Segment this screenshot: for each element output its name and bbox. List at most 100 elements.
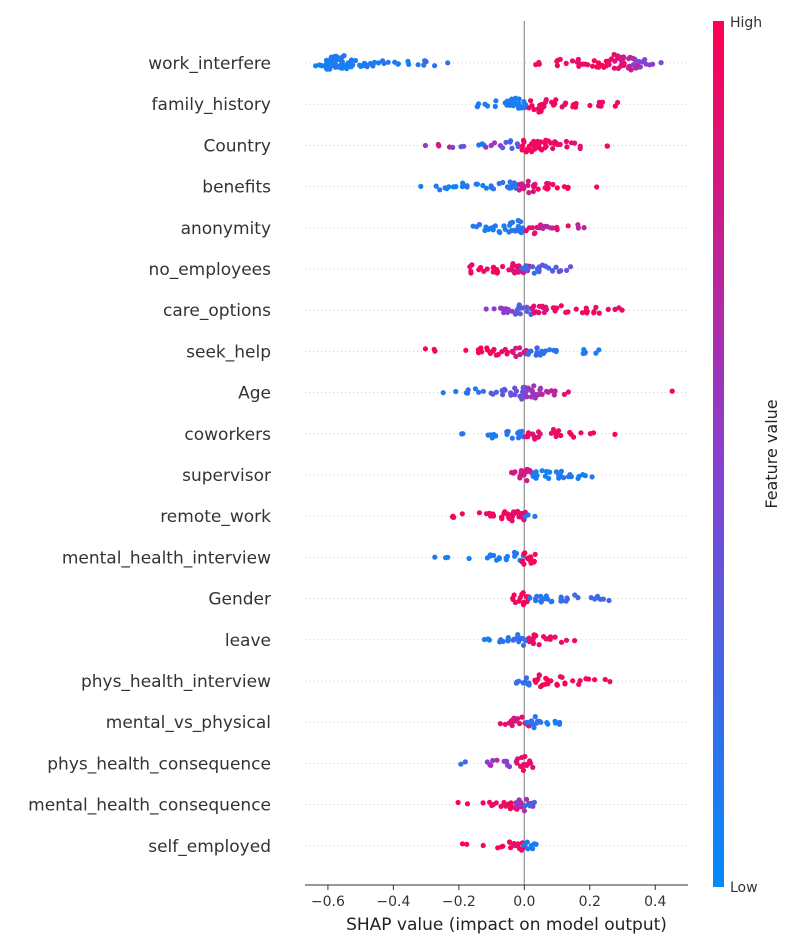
shap-point [530, 264, 536, 270]
shap-point [512, 599, 519, 606]
shap-point [533, 469, 539, 475]
shap-point [561, 184, 568, 190]
shap-point [497, 721, 503, 727]
shap-point [464, 841, 470, 847]
shap-point [542, 348, 549, 354]
shap-point [526, 635, 532, 641]
shap-point [542, 99, 549, 105]
shap-point [432, 554, 438, 560]
shap-point [520, 384, 527, 390]
shap-point [552, 720, 559, 726]
shap-point [546, 265, 552, 271]
x-ticks: −0.6 −0.4 −0.2 0.0 0.2 0.4 [311, 885, 666, 910]
shap-point [611, 65, 617, 71]
shap-point [519, 847, 525, 853]
feature-label: mental_health_consequence [28, 796, 271, 816]
shap-point [519, 559, 525, 565]
shap-point [459, 511, 465, 517]
shap-point [618, 56, 624, 62]
feature-label: coworkers [184, 425, 271, 445]
shap-point [550, 305, 556, 311]
shap-point [548, 388, 554, 394]
shap-point [464, 801, 471, 807]
shap-point [606, 597, 612, 604]
shap-point [554, 63, 561, 69]
shap-point [515, 756, 521, 762]
shap-point [558, 268, 564, 274]
shap-point [487, 553, 493, 559]
shap-point [556, 473, 562, 479]
shap-point [510, 267, 516, 274]
shap-point [572, 638, 578, 644]
shap-point [632, 57, 639, 63]
shap-point [507, 839, 513, 845]
shap-point [476, 510, 482, 516]
shap-point [464, 184, 470, 190]
shap-point [527, 719, 533, 725]
shap-point [339, 65, 345, 71]
shap-point [531, 310, 538, 316]
shap-point [509, 227, 515, 234]
shap-point [538, 108, 544, 114]
shap-point [518, 219, 524, 225]
shap-point [582, 473, 588, 479]
shap-point [563, 637, 570, 643]
shap-point [587, 431, 594, 437]
shap-point [466, 555, 472, 562]
shap-point [463, 390, 469, 396]
x-axis: −0.6 −0.4 −0.2 0.0 0.2 0.4 SHAP value (impact… [305, 884, 688, 935]
shap-point [470, 223, 476, 229]
shap-point [575, 222, 581, 228]
shap-point [514, 141, 521, 147]
shap-point [524, 265, 530, 272]
shap-point [569, 58, 576, 64]
shap-point [514, 635, 520, 641]
shap-point [519, 265, 525, 271]
shap-point [521, 99, 527, 105]
shap-point [458, 144, 464, 150]
shap-point [483, 306, 489, 312]
shap-point [499, 349, 505, 355]
shap-point [525, 681, 531, 687]
shap-point [508, 138, 514, 144]
shap-point [512, 385, 518, 391]
shap-point [558, 303, 564, 309]
shap-point [519, 591, 525, 597]
shap-point [492, 103, 498, 110]
shap-point [565, 474, 572, 480]
shap-point [510, 842, 516, 848]
shap-point [504, 553, 510, 560]
shap-point [467, 264, 473, 270]
shap-point [453, 388, 459, 395]
shap-point [578, 430, 584, 436]
shap-point [509, 722, 515, 729]
shap-point [559, 104, 565, 110]
shap-point [490, 186, 497, 192]
feature-label: Country [203, 136, 271, 156]
shap-point [490, 265, 496, 271]
shap-point [531, 184, 537, 190]
shap-point [489, 802, 495, 809]
shap-point [612, 306, 618, 312]
shap-point [524, 146, 530, 152]
shap-point [462, 759, 468, 765]
shap-point [588, 595, 594, 601]
x-tick-label: −0.6 [311, 894, 345, 910]
shap-point [504, 758, 510, 765]
shap-point [515, 269, 522, 275]
shap-point [501, 310, 507, 316]
shap-point [459, 431, 465, 437]
shap-point [531, 383, 537, 389]
shap-point [488, 762, 494, 769]
feature-labels: work_interfere family_history Country benef… [28, 54, 271, 857]
shap-point [548, 599, 554, 605]
shap-point [415, 62, 421, 68]
shap-point [512, 95, 519, 101]
shap-point [513, 345, 519, 351]
shap-point [619, 307, 625, 313]
shap-point [524, 308, 530, 314]
shap-point [476, 389, 482, 395]
shap-point [669, 388, 675, 394]
colorbar-title: Feature value [762, 399, 781, 508]
